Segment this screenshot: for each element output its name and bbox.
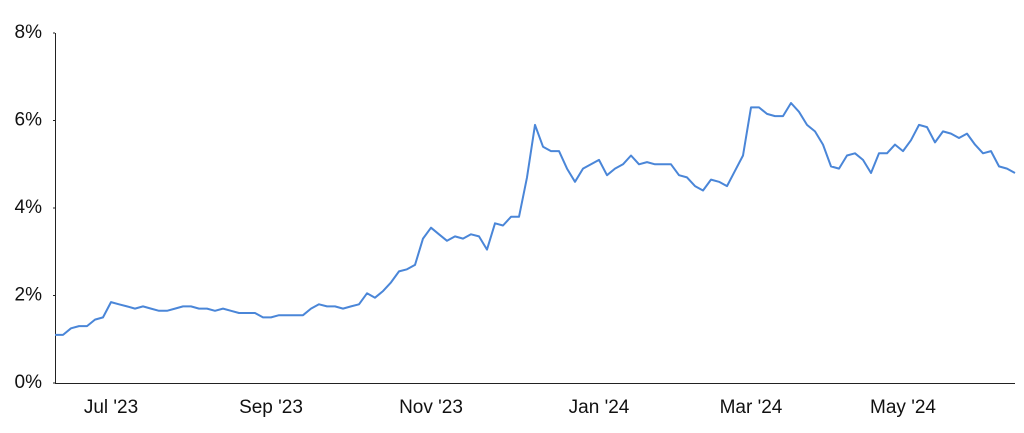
y-tick-label: 2% [15,285,43,306]
x-tick-label: May '24 [870,397,936,418]
x-tick-label: Sep '23 [239,397,303,418]
x-tick-label: Jul '23 [84,397,138,418]
y-tick-label: 4% [15,197,43,218]
y-tick-label: 8% [15,22,43,43]
y-tick-label: 6% [15,110,43,131]
y-tick-label: 0% [15,372,43,393]
x-tick-label: Jan '24 [569,397,630,418]
x-tick-label: Nov '23 [399,397,463,418]
data-line [55,102,1016,336]
x-tick-label: Mar '24 [720,397,783,418]
